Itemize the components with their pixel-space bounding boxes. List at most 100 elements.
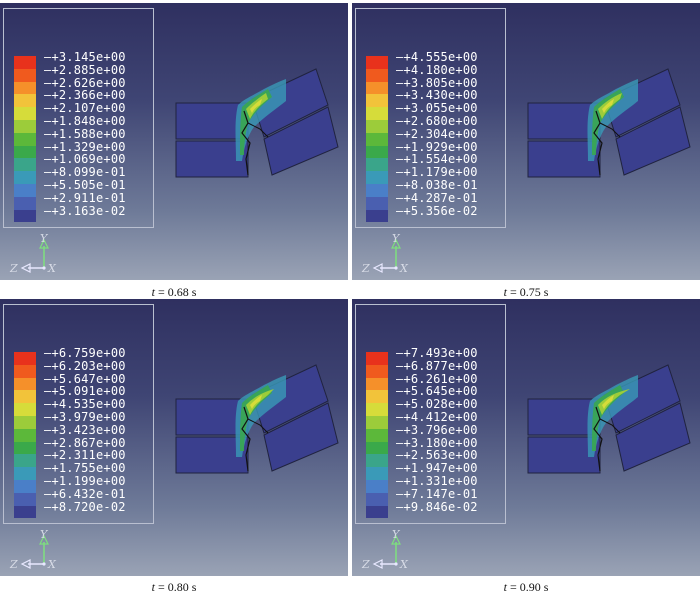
color-swatch [14, 492, 36, 506]
color-swatch [14, 171, 36, 184]
legend-box [355, 304, 506, 524]
legend-value: +2.867e+00 [44, 436, 126, 450]
legend-value: +1.069e+00 [44, 153, 126, 166]
axis-label-y: Y [392, 232, 400, 245]
color-swatch [14, 145, 36, 159]
legend-value: +4.555e+00 [396, 51, 478, 64]
contour-panel-4: +7.493e+00 +6.877e+00 +6.261e+00 +5.645e… [352, 299, 700, 576]
axis-label-z: Z [362, 262, 370, 275]
color-swatch [14, 364, 36, 378]
color-swatch [366, 415, 388, 429]
color-scale [14, 56, 36, 223]
color-swatch [14, 479, 36, 493]
legend-value: +6.432e-01 [44, 487, 126, 501]
color-swatch [14, 454, 36, 468]
axis-label-y: Y [40, 528, 48, 541]
legend-value: +3.145e+00 [44, 51, 126, 64]
fe-model [175, 68, 339, 178]
axis-triad: Y Z X [360, 232, 430, 278]
legend-value: +3.805e+00 [396, 76, 478, 90]
legend-value: +6.203e+00 [44, 359, 126, 373]
legend-value: +1.588e+00 [44, 127, 126, 141]
axis-label-z: Z [362, 558, 370, 571]
color-swatch [366, 107, 388, 120]
legend-value: +2.311e+00 [44, 449, 126, 462]
legend-value: +2.626e+00 [44, 76, 126, 90]
color-swatch [366, 171, 388, 184]
legend-value: +3.430e+00 [396, 89, 478, 102]
legend-value: +6.759e+00 [44, 347, 126, 360]
color-swatch [366, 352, 388, 365]
legend-labels: +4.555e+00 +4.180e+00 +3.805e+00 +3.430e… [396, 51, 478, 217]
caption-value: = 0.80 s [154, 580, 197, 594]
legend-value: +3.423e+00 [44, 423, 126, 437]
color-swatch [366, 119, 388, 133]
legend-value: +8.099e-01 [44, 166, 126, 179]
caption-3: t = 0.80 s [0, 580, 348, 595]
legend-value: +4.180e+00 [396, 63, 478, 77]
color-swatch [14, 377, 36, 391]
axis-label-x: X [400, 262, 408, 275]
fe-model [527, 364, 691, 474]
color-swatch [366, 479, 388, 493]
legend-value: +3.055e+00 [396, 102, 478, 115]
color-swatch [366, 209, 388, 223]
legend-box [3, 304, 154, 524]
color-swatch [14, 132, 36, 146]
color-swatch [14, 467, 36, 480]
color-swatch [366, 441, 388, 455]
axis-label-x: X [400, 558, 408, 571]
legend-box [3, 8, 154, 228]
legend-value: +7.493e+00 [396, 347, 478, 360]
legend-value: +2.680e+00 [396, 115, 478, 128]
color-swatch [14, 505, 36, 519]
legend-value: +1.848e+00 [44, 115, 126, 128]
color-swatch [14, 390, 36, 404]
caption-variable: t [503, 285, 507, 299]
legend-value: +6.877e+00 [396, 359, 478, 373]
legend-value: +5.645e+00 [396, 385, 478, 398]
legend-value: +5.028e+00 [396, 398, 478, 411]
axis-label-z: Z [10, 558, 18, 571]
color-swatch [366, 158, 388, 172]
legend-value: +2.304e+00 [396, 127, 478, 141]
color-swatch [366, 467, 388, 480]
axis-label-x: X [48, 558, 56, 571]
axis-arrows-icon [20, 534, 49, 569]
legend-value: +1.929e+00 [396, 140, 478, 154]
axis-label-y: Y [392, 528, 400, 541]
caption-variable: t [503, 580, 507, 594]
legend-labels: +3.145e+00 +2.885e+00 +2.626e+00 +2.366e… [44, 51, 126, 217]
color-swatch [14, 81, 36, 95]
legend-value: +4.287e-01 [396, 191, 478, 205]
legend-value: +7.147e-01 [396, 487, 478, 501]
legend-value: +5.647e+00 [44, 372, 126, 386]
color-scale [366, 56, 388, 223]
legend-value: +1.331e+00 [396, 475, 478, 488]
legend-value: +4.535e+00 [44, 398, 126, 411]
legend-value: +1.947e+00 [396, 462, 478, 475]
legend-value: +2.366e+00 [44, 89, 126, 102]
legend-value: +4.412e+00 [396, 411, 478, 424]
color-swatch [14, 196, 36, 210]
legend-value: +3.796e+00 [396, 423, 478, 437]
legend-value: +1.329e+00 [44, 140, 126, 154]
color-swatch [366, 403, 388, 416]
color-swatch [14, 352, 36, 365]
caption-value: = 0.68 s [154, 285, 197, 299]
color-swatch [14, 209, 36, 223]
caption-2: t = 0.75 s [352, 285, 700, 300]
caption-4: t = 0.90 s [352, 580, 700, 595]
legend-value: +5.505e-01 [44, 179, 126, 192]
legend-value: +1.554e+00 [396, 153, 478, 166]
color-swatch [14, 415, 36, 429]
caption-value: = 0.90 s [506, 580, 549, 594]
color-swatch [366, 364, 388, 378]
legend-value: +3.180e+00 [396, 436, 478, 450]
legend-value: +1.199e+00 [44, 475, 126, 488]
color-swatch [366, 454, 388, 468]
legend-value: +5.091e+00 [44, 385, 126, 398]
legend-value: +9.846e-02 [396, 500, 478, 514]
color-swatch [366, 196, 388, 210]
caption-variable: t [151, 580, 155, 594]
